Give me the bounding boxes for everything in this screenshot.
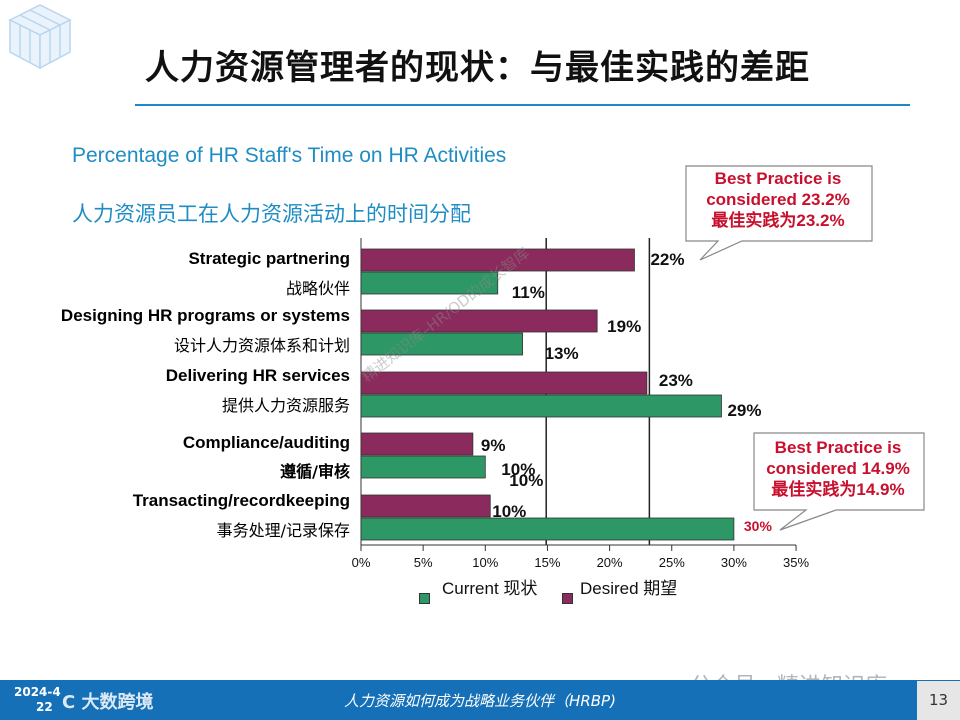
footer-bar	[0, 680, 960, 720]
callout-line: Best Practice is	[774, 438, 902, 457]
callout-best-practice-1: Best Practice is considered 23.2% 最佳实践为2…	[688, 168, 868, 231]
bar-desired	[360, 371, 648, 395]
bar-desired	[360, 494, 491, 518]
data-label: 10%	[501, 460, 535, 479]
brand-watermark: C 大数跨境	[62, 692, 154, 713]
callout-line: 最佳实践为14.9%	[771, 480, 905, 499]
legend-label-desired: Desired 期望	[580, 579, 678, 598]
legend-swatch-current	[419, 593, 430, 604]
data-label: 23%	[659, 371, 693, 390]
bar-current	[360, 394, 722, 418]
callout-bubble	[685, 165, 873, 261]
bar-desired	[360, 309, 598, 333]
bar-current	[360, 332, 523, 356]
bar-chart: 0% 5% 10% 15% 20% 25% 30% 35% 22% 11% 19% 13% 23% 29%…	[352, 238, 809, 570]
date-stamp: 22	[36, 700, 53, 714]
chart-subtitle-cn: 人力资源员工在人力资源活动上的时间分配	[72, 202, 471, 226]
bar-desired	[360, 432, 474, 456]
callout-bubble	[753, 432, 925, 531]
data-label: 30%	[744, 518, 773, 534]
x-tick-label: 20%	[597, 555, 623, 570]
x-tick-label: 35%	[783, 555, 809, 570]
x-tick-label: 0%	[352, 555, 371, 570]
decorative-cube-graphic	[8, 4, 72, 70]
x-tick-label: 5%	[414, 555, 433, 570]
category-label-cn: 设计人力资源体系和计划	[173, 336, 350, 355]
category-label-cn: 提供人力资源服务	[221, 396, 350, 415]
callout-line: considered 23.2%	[706, 190, 850, 209]
category-label-en: Designing HR programs or systems	[60, 306, 350, 325]
chart-subtitle-en: Percentage of HR Staff's Time on HR Acti…	[72, 144, 507, 167]
data-label: 10%	[492, 502, 526, 521]
category-label-en: Delivering HR services	[165, 366, 350, 385]
date-stamp: 2024-4	[14, 685, 61, 699]
callout-line: 最佳实践为23.2%	[711, 211, 845, 230]
legend-label-current: Current 现状	[442, 579, 538, 598]
callout-line: Best Practice is	[714, 169, 842, 188]
callout-best-practice-2: Best Practice is considered 14.9% 最佳实践为1…	[752, 437, 924, 500]
data-label: 9%	[481, 436, 506, 455]
bar-current	[360, 271, 499, 295]
x-tick-label: 30%	[721, 555, 747, 570]
data-label: 19%	[607, 317, 641, 336]
data-label: 11%	[512, 283, 545, 302]
category-label-en: Compliance/auditing	[182, 433, 350, 452]
bar-current	[360, 517, 735, 541]
x-tick-label: 10%	[472, 555, 498, 570]
bar-current	[360, 455, 486, 479]
callout-line: considered 14.9%	[766, 459, 910, 478]
title-divider	[135, 104, 910, 106]
bar-desired	[360, 248, 635, 272]
category-label-en: Transacting/recordkeeping	[132, 491, 350, 510]
data-label: 22%	[650, 250, 684, 269]
page-title: 人力资源管理者的现状：与最佳实践的差距	[145, 48, 810, 88]
category-label-en: Strategic partnering	[188, 249, 350, 268]
page-number: 13	[917, 681, 960, 720]
footer-title: 人力资源如何成为战略业务伙伴（HRBP)	[344, 692, 616, 710]
data-label: 13%	[545, 344, 579, 363]
category-label-cn: 遵循/审核	[280, 462, 350, 481]
category-label-cn: 事务处理/记录保存	[216, 521, 350, 540]
category-label-cn: 战略伙伴	[285, 279, 350, 298]
x-tick-label: 15%	[534, 555, 560, 570]
legend-swatch-desired	[562, 593, 573, 604]
x-tick-label: 25%	[659, 555, 685, 570]
data-label: 29%	[727, 401, 761, 420]
data-label: 10%	[509, 471, 543, 490]
